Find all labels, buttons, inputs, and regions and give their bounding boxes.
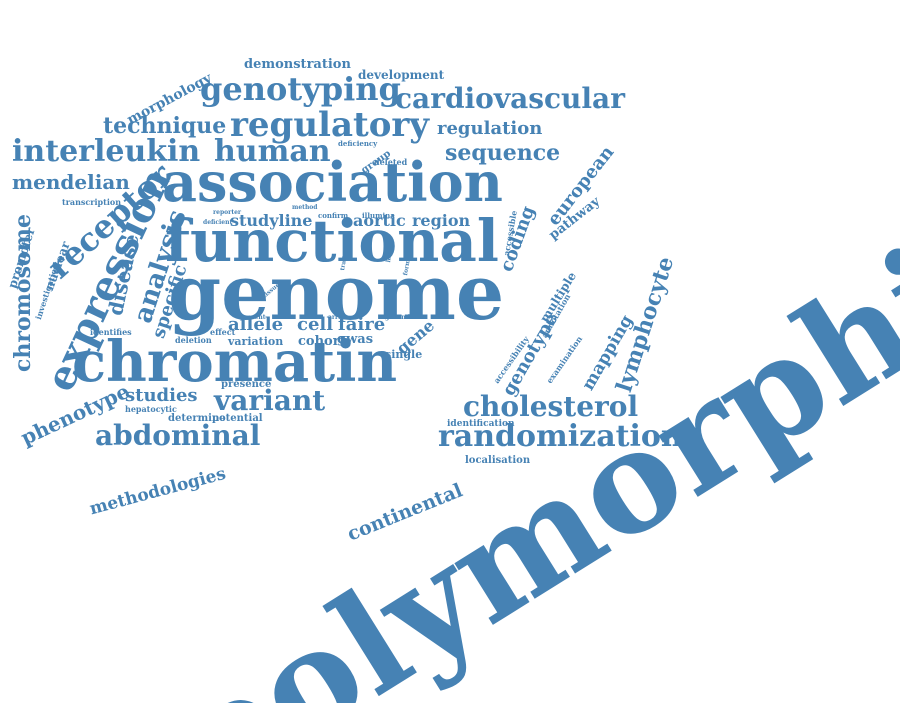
word-cholesterol: cholesterol <box>463 390 639 423</box>
word-interleukin: interleukin <box>12 134 201 169</box>
word-present: present <box>240 314 266 321</box>
word-demonstration: demonstration <box>244 57 351 72</box>
word-abdominal: abdominal <box>95 419 261 452</box>
word-chromatin: chromatin <box>72 329 398 395</box>
word-faire: faire <box>338 314 386 335</box>
word-effect: effect <box>210 327 236 337</box>
word-localisation: localisation <box>465 455 531 466</box>
word-regulation: regulation <box>437 118 543 139</box>
word-allele: allele <box>228 314 284 335</box>
word-reporter: reporter <box>213 209 242 216</box>
word-region: region <box>412 211 471 230</box>
word-confirm: confirm <box>318 211 349 220</box>
word-single: single <box>385 348 423 361</box>
word-gwas: gwas <box>337 332 374 347</box>
word-technique: technique <box>103 113 227 139</box>
word-cell: cell <box>297 314 334 335</box>
word-deficient: deficient <box>203 219 233 226</box>
word-genotyping: genotyping <box>200 70 401 108</box>
word-studies: studies <box>125 385 198 406</box>
word-examination: examination <box>544 334 585 386</box>
word-identification: identification <box>447 419 515 429</box>
word-deletion: deletion <box>175 335 212 345</box>
word-variation: variation <box>228 335 284 348</box>
word-randomization: randomization <box>438 419 683 454</box>
word-presence: presence <box>221 379 272 390</box>
word-determine: determine <box>168 413 226 424</box>
word-cardiovascular: cardiovascular <box>395 82 625 115</box>
word-potential: potential <box>212 413 263 424</box>
word-sequence: sequence <box>445 140 561 166</box>
word-development: development <box>358 68 445 82</box>
word-identifies: identifies <box>90 327 132 337</box>
word-deleted: deleted <box>374 157 408 167</box>
word-studyline: studyline <box>230 211 313 230</box>
word-method: method <box>292 204 318 211</box>
word-transcription: transcription <box>62 197 122 207</box>
word-hepatocytic: hepatocytic <box>125 404 177 414</box>
word-genome: genome <box>168 248 505 337</box>
word-variant: variant <box>214 384 326 417</box>
word-regulatory: regulatory <box>230 105 430 145</box>
word-cohort: cohort <box>298 334 346 349</box>
word-illumina: illumina <box>362 211 395 220</box>
word-human: human <box>214 134 331 169</box>
word-array: array <box>328 314 346 321</box>
word-genomic: genomic <box>385 314 414 321</box>
word-mendelian: mendelian <box>12 170 130 194</box>
word-deficiency: deficiency <box>338 139 378 148</box>
word-aortic: aortic <box>353 211 406 230</box>
word-association: association <box>162 150 503 214</box>
word-methodologies: methodologies <box>87 463 228 520</box>
word-functional: functional <box>165 207 499 275</box>
